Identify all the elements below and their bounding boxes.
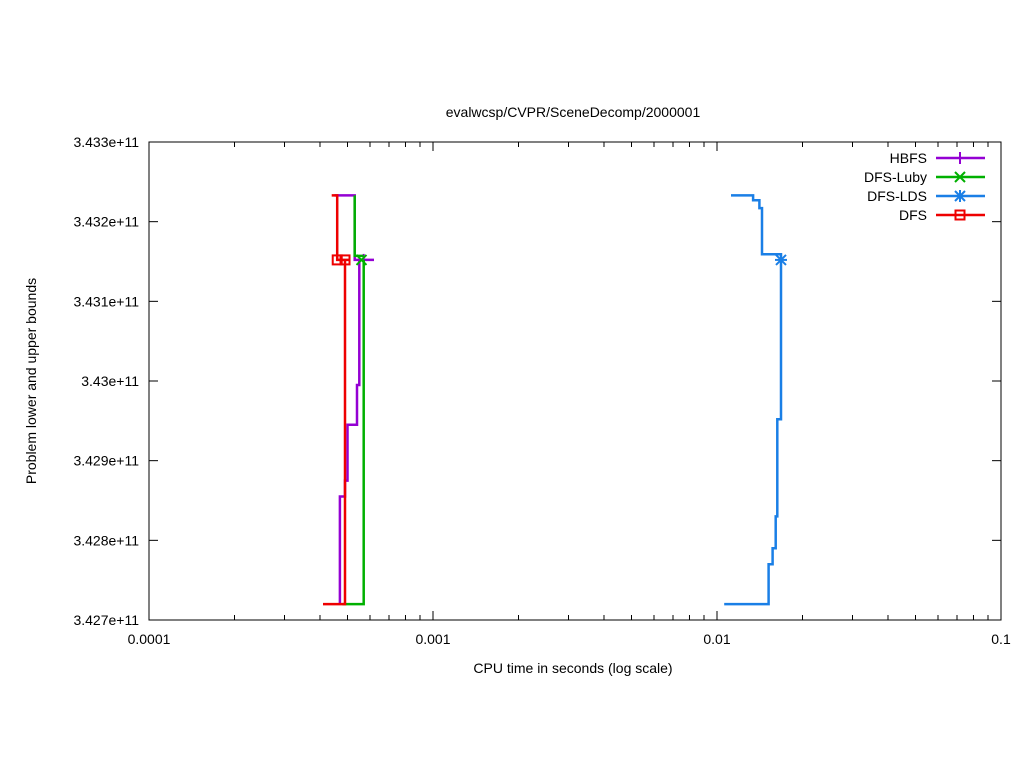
plot-frame — [148, 141, 1002, 621]
x-axis-label: CPU time in seconds (log scale) — [473, 660, 672, 676]
axis-ticks: 0.0001 0.001 0.01 0.1 3.427e+11 3.428e+11 3.42… — [73, 134, 1010, 647]
legend-marker — [954, 209, 966, 221]
x-tick-label: 0.001 — [415, 631, 450, 647]
dfs-luby-lower-bound-line — [342, 259, 365, 606]
dfs-luby-upper-bound-line — [353, 195, 364, 258]
x-tick-label: 0.1 — [991, 631, 1011, 647]
legend-item-dfs: DFS — [899, 207, 985, 223]
dfs-point-marker — [339, 254, 351, 266]
y-tick-label: 3.432e+11 — [73, 214, 139, 230]
dfs-lds-point-marker — [774, 253, 787, 266]
series-layer — [323, 194, 787, 606]
y-tick-label: 3.429e+11 — [73, 453, 139, 469]
hbfs-lower-bound-line — [338, 258, 362, 605]
legend-marker — [954, 171, 966, 183]
star-marker-b — [775, 254, 787, 266]
legend-item-hbfs: HBFS — [890, 150, 985, 166]
legend-marker — [954, 190, 966, 202]
legend-label: DFS-LDS — [867, 188, 927, 204]
star-marker-b — [954, 190, 966, 202]
series-dfs-lds — [724, 194, 787, 606]
dfs-lds-lower-bound-line — [724, 259, 783, 606]
y-tick-label: 3.433e+11 — [73, 134, 139, 150]
series-dfs — [323, 194, 351, 606]
legend-marker — [954, 152, 966, 164]
y-tick-label: 3.43e+11 — [81, 373, 139, 389]
y-tick-label: 3.431e+11 — [73, 293, 139, 309]
square-marker — [331, 254, 343, 266]
y-axis-label: Problem lower and upper bounds — [23, 278, 39, 484]
x-marker-b — [355, 254, 368, 266]
dfs-point-marker — [331, 254, 343, 266]
dfs-lower-bound-line — [323, 259, 347, 606]
legend-label: DFS — [899, 207, 927, 223]
chart-title: evalwcsp/CVPR/SceneDecomp/2000001 — [446, 104, 701, 120]
dfs-lds-upper-bound-line — [731, 194, 783, 260]
legend: HBFS DFS-Luby DFS-LDS DFS — [864, 150, 985, 223]
legend-label: HBFS — [890, 150, 927, 166]
legend-item-dfs-lds: DFS-LDS — [867, 188, 985, 204]
square-marker — [339, 254, 351, 266]
legend-item-dfs-luby: DFS-Luby — [864, 169, 985, 185]
dfs-luby-point-marker — [355, 254, 368, 266]
legend-label: DFS-Luby — [864, 169, 927, 185]
x-marker-b — [954, 171, 966, 183]
square-marker — [954, 209, 966, 221]
y-tick-label: 3.427e+11 — [73, 612, 139, 628]
series-dfs-luby — [342, 195, 368, 606]
x-tick-label: 0.0001 — [128, 631, 171, 647]
y-tick-label: 3.428e+11 — [73, 532, 139, 548]
x-tick-label: 0.01 — [703, 631, 730, 647]
dfs-upper-bound-line — [331, 194, 350, 262]
